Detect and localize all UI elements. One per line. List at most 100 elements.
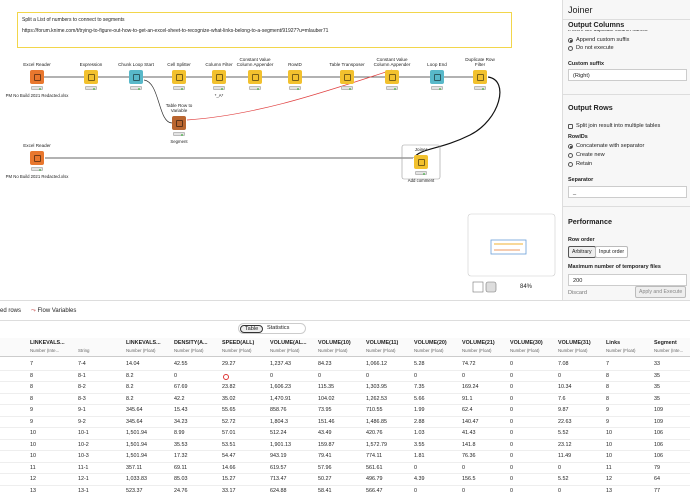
table-cell: 9-2 (75, 417, 123, 429)
field-label: Separator (568, 177, 593, 183)
toggle-statistics[interactable]: Statistics (267, 325, 289, 331)
table-cell: 11.49 (555, 451, 603, 463)
radio[interactable]: Do not execute (568, 45, 614, 51)
column-name: VOLUME(11) (366, 340, 410, 346)
table-cell: 2.88 (411, 417, 459, 429)
toggle-table[interactable]: Table (240, 325, 263, 333)
table-cell: 420.76 (363, 428, 411, 440)
radio[interactable]: Create new (568, 152, 605, 158)
table-cell: 0 (507, 417, 555, 429)
toggle-button[interactable]: Input order (595, 246, 628, 258)
table-cell: 3.55 (411, 440, 459, 452)
table-cell: 0 (507, 371, 555, 383)
table-cell: 0 (507, 428, 555, 440)
table-cell: 8 (27, 371, 75, 383)
section-title: Output Rows (568, 103, 613, 112)
table-cell: 35 (651, 394, 690, 406)
node-icon (252, 74, 259, 81)
table-cell: 64 (651, 474, 690, 486)
table-cell: 0 (555, 371, 603, 383)
discard-button[interactable]: Discard (568, 290, 587, 296)
node-icon (344, 74, 351, 81)
radio[interactable]: Append custom suffix (568, 37, 629, 43)
node[interactable] (84, 70, 98, 84)
number-input[interactable]: 200 (568, 274, 687, 286)
node-label: Chunk Loop Start (116, 62, 156, 67)
zoom-level[interactable]: 84% (520, 284, 532, 290)
column-type: Number (Float) (174, 348, 218, 353)
node-icon (418, 159, 425, 166)
table-cell: 9-1 (75, 405, 123, 417)
node-icon (292, 74, 299, 81)
table-cell: 69.11 (171, 463, 219, 475)
node[interactable] (30, 70, 44, 84)
node[interactable] (30, 151, 44, 165)
annotation-url[interactable]: https://forum.knime.com/t/trying-to-figu… (22, 28, 507, 34)
radio[interactable]: Retain (568, 161, 592, 167)
node[interactable] (473, 70, 487, 84)
table-cell: 0 (363, 371, 411, 383)
table-cell: 774.11 (363, 451, 411, 463)
annotation: Split a List of numbers to connect to se… (17, 12, 512, 48)
node[interactable] (430, 70, 444, 84)
table-cell: 36 (0, 405, 27, 417)
node-comment: *_A* (174, 93, 264, 98)
status-light (173, 132, 185, 136)
node-label: Expression (71, 62, 111, 67)
node[interactable] (172, 70, 186, 84)
node[interactable] (248, 70, 262, 84)
node-icon (389, 74, 396, 81)
node[interactable] (172, 116, 186, 130)
table-cell: 29.27 (219, 359, 267, 371)
node-icon (133, 74, 140, 81)
node-icon (434, 74, 441, 81)
status-light (415, 171, 427, 175)
node[interactable] (129, 70, 143, 84)
table-cell: 13 (27, 486, 75, 496)
status-light (85, 86, 97, 90)
table-cell: 8 (27, 382, 75, 394)
table-cell: 710.55 (363, 405, 411, 417)
column-name: VOLUME(30) (510, 340, 554, 346)
table-cell: 57.96 (315, 463, 363, 475)
table-cell: 9.87 (555, 405, 603, 417)
node[interactable] (288, 70, 302, 84)
table-cell: 9 (27, 405, 75, 417)
table-cell: 77 (651, 486, 690, 496)
tab[interactable]: ed rows (0, 308, 21, 314)
table-cell: 15.27 (219, 474, 267, 486)
table-cell: 84.23 (315, 359, 363, 371)
tab[interactable]: ⤳ Flow Variables (31, 308, 76, 315)
field-label: RowIDs (568, 134, 588, 140)
column-name: Links (606, 340, 650, 346)
node[interactable] (212, 70, 226, 84)
text-input[interactable]: (Right) (568, 69, 687, 81)
table-cell: 8.99 (171, 428, 219, 440)
column-type: Number (Float) (414, 348, 458, 353)
checkbox[interactable]: Split join result into multiple tables (568, 123, 660, 129)
table-cell: 502 (0, 440, 27, 452)
radio[interactable]: Concatenate with separator (568, 143, 644, 149)
table-cell: 141.8 (459, 440, 507, 452)
table-cell: 0 (459, 486, 507, 496)
table-cell: 9 (603, 405, 651, 417)
text-input[interactable]: _ (568, 186, 687, 198)
status-light (31, 167, 43, 171)
node[interactable] (385, 70, 399, 84)
node-icon (34, 155, 41, 162)
dialog-title: Joiner (568, 5, 593, 15)
node[interactable] (340, 70, 354, 84)
table-cell: 5.28 (411, 359, 459, 371)
table-cell: 12-1 (75, 474, 123, 486)
table-cell: 034 (0, 474, 27, 486)
toggle-button[interactable]: Arbitrary (568, 246, 596, 258)
table-cell: 13-1 (75, 486, 123, 496)
table-cell: 8.2 (123, 394, 171, 406)
table-cell: 0 (315, 371, 363, 383)
apply-button[interactable]: Apply and Execute (635, 286, 686, 298)
table-cell: 106 (651, 428, 690, 440)
node-icon (88, 74, 95, 81)
column-type: String (78, 348, 122, 353)
table-cell: 17.32 (171, 451, 219, 463)
node[interactable] (414, 155, 428, 169)
